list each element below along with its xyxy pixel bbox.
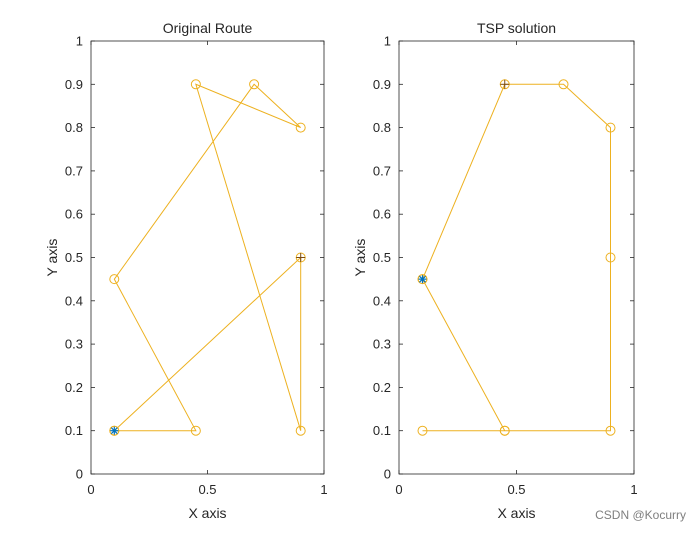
y-tick-label: 0.1 (65, 423, 83, 438)
y-tick-label: 0.2 (65, 380, 83, 395)
city-marker (499, 425, 510, 436)
city-marker (249, 79, 260, 90)
x-tick-label: 0.5 (198, 482, 216, 497)
y-tick-label: 0.8 (373, 120, 391, 135)
y-axis-label: Y axis (44, 239, 60, 277)
y-axis-label: Y axis (352, 239, 368, 277)
chart-title: Original Route (163, 20, 253, 36)
x-tick-label: 1 (320, 482, 327, 497)
x-tick-label: 0 (395, 482, 402, 497)
y-tick-label: 0.7 (65, 163, 83, 178)
plot-area (109, 79, 306, 436)
y-tick-label: 0.6 (373, 207, 391, 222)
y-tick-label: 0.4 (65, 293, 83, 308)
y-tick-label: 1 (384, 34, 391, 49)
city-marker (605, 122, 616, 133)
x-tick-label: 0.5 (507, 482, 525, 497)
watermark: CSDN @Kocurry (595, 508, 686, 522)
x-axis-label: X axis (188, 505, 226, 521)
city-marker (190, 79, 201, 90)
city-marker (109, 425, 120, 436)
city-marker (295, 425, 306, 436)
axes-frame (398, 40, 635, 475)
y-ticks: 0 0.1 0.2 0.3 0.4 0.5 0.6 0.7 0.8 0.9 1 (373, 34, 634, 482)
route-line (113, 83, 302, 432)
y-tick-label: 0.2 (373, 380, 391, 395)
city-marker (605, 425, 616, 436)
y-tick-label: 0 (384, 467, 391, 482)
x-ticks: 0 0.5 1 (395, 41, 638, 497)
city-marker (417, 425, 428, 436)
city-marker (605, 252, 616, 263)
y-tick-label: 0.9 (373, 77, 391, 92)
start-marker (110, 427, 118, 435)
city-marker (109, 274, 120, 285)
x-ticks: 0 0.5 1 (87, 41, 328, 497)
y-ticks: 0 0.1 0.2 0.3 0.4 0.5 0.6 0.7 0.8 0.9 1 (65, 34, 324, 482)
y-tick-label: 0.8 (65, 120, 83, 135)
y-tick-label: 0.4 (373, 293, 391, 308)
start-marker (419, 275, 426, 283)
y-tick-label: 1 (76, 34, 83, 49)
x-tick-label: 0 (87, 482, 94, 497)
city-marker (190, 425, 201, 436)
axes-original-route: 0 0.5 1 00.10.20.30.40.50.60.70.80.91 Orig… (44, 20, 328, 521)
y-tick-label: 0.5 (65, 250, 83, 265)
y-tick-label: 0.6 (65, 207, 83, 222)
route-line (422, 83, 611, 432)
y-tick-label: 0.9 (65, 77, 83, 92)
city-marker (558, 79, 569, 90)
y-tick-label: 0.3 (65, 337, 83, 352)
x-axis-label: X axis (497, 505, 535, 521)
plot-area (417, 79, 616, 436)
y-tick-label: 0.3 (373, 337, 391, 352)
city-marker (295, 122, 306, 133)
city-marker (417, 274, 428, 285)
y-tick-label: 0.5 (373, 250, 391, 265)
y-tick-label: 0.7 (373, 163, 391, 178)
y-tick-label: 0 (76, 467, 83, 482)
x-tick-label: 1 (630, 482, 637, 497)
y-tick-label: 0.1 (373, 423, 391, 438)
axes-frame (90, 40, 325, 475)
axes-tsp-solution: 0 0.5 1 00.10.20.30.40.50.60.70.80.91 TSP … (352, 20, 638, 521)
chart-title: TSP solution (477, 20, 556, 36)
